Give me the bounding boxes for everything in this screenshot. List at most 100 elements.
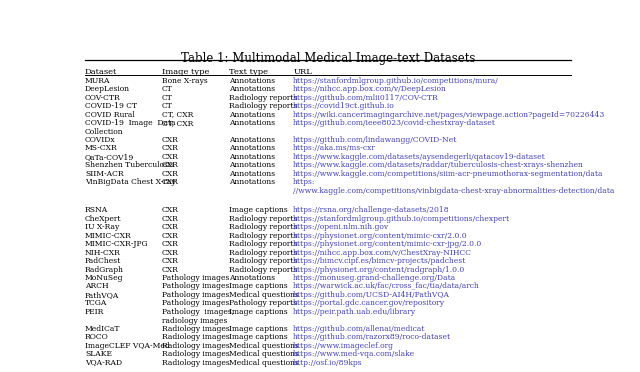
Text: COVID Rural: COVID Rural <box>85 110 134 119</box>
Text: https://stanfordmlgroup.github.io/competitions/chexpert: https://stanfordmlgroup.github.io/compet… <box>293 215 511 223</box>
Text: Image captions: Image captions <box>229 325 287 333</box>
Text: SLAKE: SLAKE <box>85 350 112 358</box>
Text: CT: CT <box>162 94 173 102</box>
Text: https://nihcc.app.box.com/v/ChestXray-NIHCC: https://nihcc.app.box.com/v/ChestXray-NI… <box>293 248 472 257</box>
Text: CXR: CXR <box>162 206 179 214</box>
Text: https://github.com/allenai/medicat: https://github.com/allenai/medicat <box>293 325 426 333</box>
Text: https://monuseg.grand-challenge.org/Data: https://monuseg.grand-challenge.org/Data <box>293 274 456 282</box>
Text: PathVQA: PathVQA <box>85 291 119 299</box>
Text: https://physionet.org/content/mimic-cxr/2.0.0: https://physionet.org/content/mimic-cxr/… <box>293 232 468 240</box>
Text: MS-CXR: MS-CXR <box>85 144 118 152</box>
Text: ImageCLEF VQA-Med: ImageCLEF VQA-Med <box>85 341 170 350</box>
Text: CT, CXR: CT, CXR <box>162 110 193 119</box>
Text: Annotations: Annotations <box>229 119 275 127</box>
Text: Radiology reports: Radiology reports <box>229 94 297 102</box>
Text: VQA-RAD: VQA-RAD <box>85 359 122 366</box>
Text: Radiology reports: Radiology reports <box>229 215 297 223</box>
Text: CXR: CXR <box>162 161 179 169</box>
Text: Radiology images: Radiology images <box>162 341 230 350</box>
Text: MoNuSeg: MoNuSeg <box>85 274 124 282</box>
Text: SIIM-ACR: SIIM-ACR <box>85 170 124 178</box>
Text: MedICaT: MedICaT <box>85 325 120 333</box>
Text: https://www.kaggle.com/datasets/raddar/tuberculosis-chest-xrays-shenzhen: https://www.kaggle.com/datasets/raddar/t… <box>293 161 584 169</box>
Text: MIMIC-CXR-JPG: MIMIC-CXR-JPG <box>85 240 148 248</box>
Text: Radiology images: Radiology images <box>162 333 230 341</box>
Text: https://github.com/lindawangg/COVID-Net: https://github.com/lindawangg/COVID-Net <box>293 136 458 144</box>
Text: Radiology reports: Radiology reports <box>229 240 297 248</box>
Text: https://aka.ms/ms-cxr: https://aka.ms/ms-cxr <box>293 144 376 152</box>
Text: https://stanfordmlgroup.github.io/competitions/mura/: https://stanfordmlgroup.github.io/compet… <box>293 77 499 85</box>
Text: Radiology images: Radiology images <box>162 325 230 333</box>
Text: Radiology reports: Radiology reports <box>229 232 297 240</box>
Text: https://covid19ct.github.io: https://covid19ct.github.io <box>293 102 395 110</box>
Text: https://physionet.org/content/mimic-cxr-jpg/2.0.0: https://physionet.org/content/mimic-cxr-… <box>293 240 483 248</box>
Text: CXR: CXR <box>162 240 179 248</box>
Text: QaTa-COV19: QaTa-COV19 <box>85 153 134 161</box>
Text: https://portal.gdc.cancer.gov/repository: https://portal.gdc.cancer.gov/repository <box>293 299 445 307</box>
Text: Annotations: Annotations <box>229 153 275 161</box>
Text: Radiology reports: Radiology reports <box>229 102 297 110</box>
Text: CXR: CXR <box>162 170 179 178</box>
Text: Annotations: Annotations <box>229 144 275 152</box>
Text: https://www.kaggle.com/datasets/aysendegerli/qatacov19-dataset: https://www.kaggle.com/datasets/aysendeg… <box>293 153 546 161</box>
Text: URL: URL <box>293 68 312 76</box>
Text: Annotations: Annotations <box>229 274 275 282</box>
Text: CT, CXR: CT, CXR <box>162 119 193 127</box>
Text: Text type: Text type <box>229 68 268 76</box>
Text: https://www.med-vqa.com/slake: https://www.med-vqa.com/slake <box>293 350 415 358</box>
Text: https://wiki.cancerimagingarchive.net/pages/viewpage.action?pageId=70226443: https://wiki.cancerimagingarchive.net/pa… <box>293 110 605 119</box>
Text: CXR: CXR <box>162 136 179 144</box>
Text: https://bimcv.cipf.es/bimcv-projects/padchest: https://bimcv.cipf.es/bimcv-projects/pad… <box>293 257 467 265</box>
Text: Annotations: Annotations <box>229 161 275 169</box>
Text: CXR: CXR <box>162 257 179 265</box>
Text: PadChest: PadChest <box>85 257 121 265</box>
Text: https://github.com/ieee8023/covid-chestxray-dataset: https://github.com/ieee8023/covid-chestx… <box>293 119 496 127</box>
Text: Annotations: Annotations <box>229 178 275 186</box>
Text: ARCH: ARCH <box>85 282 109 291</box>
Text: Image captions: Image captions <box>229 308 287 316</box>
Text: CT: CT <box>162 102 173 110</box>
Text: IU X-Ray: IU X-Ray <box>85 223 119 231</box>
Text: Pathology images: Pathology images <box>162 299 229 307</box>
Text: CXR: CXR <box>162 144 179 152</box>
Text: VinBigData Chest X-ray: VinBigData Chest X-ray <box>85 178 175 186</box>
Text: CXR: CXR <box>162 232 179 240</box>
Text: COV-CTR: COV-CTR <box>85 94 121 102</box>
Text: https://warwick.ac.uk/fac/cross_fac/tia/data/arch: https://warwick.ac.uk/fac/cross_fac/tia/… <box>293 282 480 291</box>
Text: COVID-19 CT: COVID-19 CT <box>85 102 137 110</box>
Text: Pathology  images,
radiology images: Pathology images, radiology images <box>162 308 234 325</box>
Text: RadGraph: RadGraph <box>85 266 124 273</box>
Text: CXR: CXR <box>162 248 179 257</box>
Text: CXR: CXR <box>162 223 179 231</box>
Text: Radiology reports: Radiology reports <box>229 266 297 273</box>
Text: Annotations: Annotations <box>229 136 275 144</box>
Text: Pathology reports: Pathology reports <box>229 299 297 307</box>
Text: Bone X-rays: Bone X-rays <box>162 77 207 85</box>
Text: https://nihcc.app.box.com/v/DeepLesion: https://nihcc.app.box.com/v/DeepLesion <box>293 85 447 93</box>
Text: https://www.imageclef.org: https://www.imageclef.org <box>293 341 394 350</box>
Text: Medical questions: Medical questions <box>229 359 299 366</box>
Text: COVID-19  Image  Data
Collection: COVID-19 Image Data Collection <box>85 119 175 136</box>
Text: Image captions: Image captions <box>229 282 287 291</box>
Text: DeepLesion: DeepLesion <box>85 85 130 93</box>
Text: Radiology images: Radiology images <box>162 359 230 366</box>
Text: https://openi.nlm.nih.gov: https://openi.nlm.nih.gov <box>293 223 389 231</box>
Text: CXR: CXR <box>162 215 179 223</box>
Text: Pathology images: Pathology images <box>162 291 229 299</box>
Text: CXR: CXR <box>162 266 179 273</box>
Text: ROCO: ROCO <box>85 333 109 341</box>
Text: COVIDx: COVIDx <box>85 136 116 144</box>
Text: https://www.kaggle.com/competitions/siim-acr-pneumothorax-segmentation/data: https://www.kaggle.com/competitions/siim… <box>293 170 604 178</box>
Text: Shenzhen Tuberculosis: Shenzhen Tuberculosis <box>85 161 174 169</box>
Text: CT: CT <box>162 85 173 93</box>
Text: MURA: MURA <box>85 77 111 85</box>
Text: Radiology reports: Radiology reports <box>229 248 297 257</box>
Text: Medical questions: Medical questions <box>229 350 299 358</box>
Text: Image type: Image type <box>162 68 209 76</box>
Text: https://rsna.org/challenge-datasets/2018: https://rsna.org/challenge-datasets/2018 <box>293 206 450 214</box>
Text: https:
//www.kaggle.com/competitions/vinbigdata-chest-xray-abnormalities-detecti: https: //www.kaggle.com/competitions/vin… <box>293 178 614 195</box>
Text: https://peir.path.uab.edu/library: https://peir.path.uab.edu/library <box>293 308 417 316</box>
Text: Radiology reports: Radiology reports <box>229 223 297 231</box>
Text: Medical questions: Medical questions <box>229 341 299 350</box>
Text: Annotations: Annotations <box>229 170 275 178</box>
